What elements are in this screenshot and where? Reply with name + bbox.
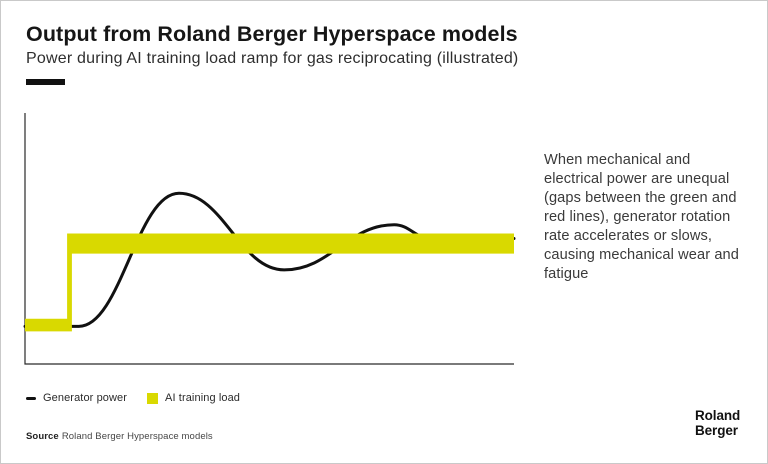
title-accent-dash xyxy=(26,79,65,85)
generator-power-line xyxy=(23,191,516,328)
roland-berger-logo: Roland Berger xyxy=(695,408,741,438)
line-swatch-icon xyxy=(26,396,36,400)
chart-legend: Generator power AI training load xyxy=(26,392,240,404)
source-label: Source xyxy=(26,431,59,442)
source-text: Roland Berger Hyperspace models xyxy=(61,431,213,442)
ai-training-load-band xyxy=(25,233,514,332)
page-subtitle: Power during AI training load ramp for g… xyxy=(26,50,519,67)
legend-item-generator-power: Generator power xyxy=(26,392,127,404)
legend-label: Generator power xyxy=(43,392,128,404)
chart-axes xyxy=(24,113,514,365)
legend-item-ai-training-load: AI training load xyxy=(147,392,240,404)
logo-line-1: Roland xyxy=(695,408,741,423)
source-note: Source Roland Berger Hyperspace models xyxy=(26,431,213,442)
legend-label: AI training load xyxy=(165,392,241,404)
annotation-text: When mechanical and electrical power are… xyxy=(544,152,739,282)
logo-line-2: Berger xyxy=(695,422,738,438)
page-title: Output from Roland Berger Hyperspace mod… xyxy=(26,22,518,46)
square-swatch-icon xyxy=(147,392,159,404)
